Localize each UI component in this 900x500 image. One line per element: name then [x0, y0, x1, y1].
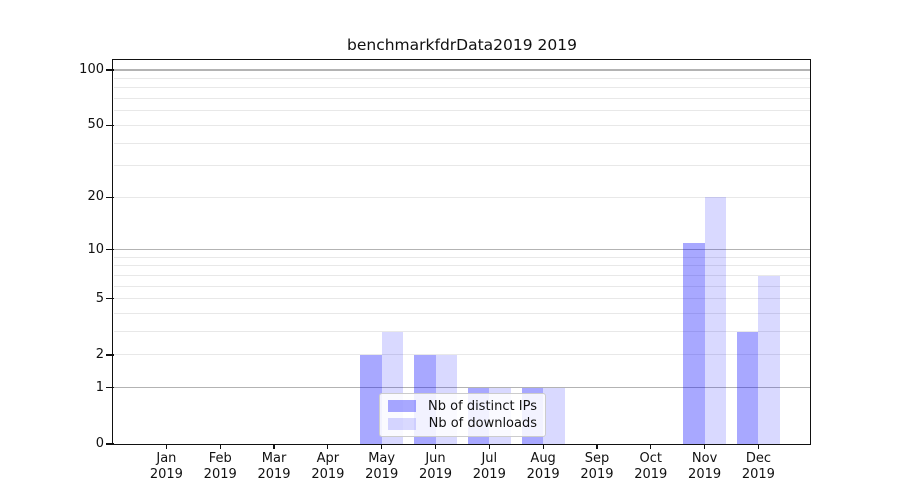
y-tickmark-20 — [106, 196, 114, 198]
x-tick-label-feb: Feb 2019 — [203, 451, 237, 482]
x-tickmark-mar — [273, 444, 275, 449]
gridline-minor-6 — [114, 285, 810, 287]
y-tickmark-50 — [106, 124, 114, 127]
x-tickmark-jul — [488, 444, 490, 449]
bar-dec-nb-of-distinct-ips — [736, 331, 759, 444]
y-tick-label-5: 5 — [95, 290, 104, 306]
y-tick-label-1: 1 — [95, 379, 104, 395]
x-tickmark-apr — [327, 444, 329, 449]
x-tick-label-mar: Mar 2019 — [257, 451, 291, 482]
gridline-major-1 — [114, 387, 810, 389]
gridline-minor-9 — [114, 256, 810, 258]
y-tick-label-2: 2 — [95, 346, 104, 362]
x-tick-label-oct: Oct 2019 — [634, 451, 668, 482]
gridline-minor-50 — [114, 124, 810, 126]
y-tickmark-100 — [106, 69, 114, 71]
legend-label-downloads: Nb of downloads — [428, 416, 537, 432]
x-tick-label-jun: Jun 2019 — [418, 451, 453, 482]
x-tick-label-apr: Apr 2019 — [311, 451, 345, 482]
y-tickmark-10 — [106, 249, 114, 251]
x-tickmark-feb — [219, 444, 221, 449]
y-tickmark-1 — [106, 387, 114, 389]
gridline-major-10 — [114, 249, 810, 251]
bar-nov-nb-of-downloads — [704, 197, 727, 444]
x-tickmark-dec — [757, 444, 759, 449]
legend-swatch-distinct-ips — [388, 400, 416, 413]
gridline-minor-20 — [114, 196, 810, 198]
x-tickmark-jun — [434, 444, 437, 449]
gridline-minor-90 — [114, 78, 810, 80]
legend: Nb of distinct IPs Nb of downloads — [379, 393, 546, 437]
gridline-minor-70 — [114, 98, 810, 100]
x-tick-label-may: May 2019 — [365, 451, 399, 482]
x-tickmark-sep — [596, 444, 598, 449]
legend-item-distinct-ips: Nb of distinct IPs — [388, 399, 537, 414]
legend-item-downloads: Nb of downloads — [388, 416, 537, 431]
x-tick-label-dec: Dec 2019 — [741, 451, 775, 482]
x-tickmark-oct — [650, 444, 652, 449]
y-tick-label-0: 0 — [95, 436, 104, 451]
gridline-minor-30 — [114, 165, 810, 167]
x-tickmark-may — [381, 444, 383, 449]
bar-aug-nb-of-downloads — [543, 387, 565, 444]
gridline-minor-2 — [114, 354, 810, 356]
y-tickmark-5 — [106, 298, 114, 300]
chart-title: benchmarkfdrData2019 2019 — [347, 36, 577, 54]
x-tick-label-sep: Sep 2019 — [580, 451, 614, 482]
bar-dec-nb-of-downloads — [758, 275, 780, 444]
legend-swatch-downloads — [388, 417, 416, 430]
y-tickmark-0 — [106, 443, 114, 445]
bar-nov-nb-of-distinct-ips — [683, 242, 705, 444]
gridline-minor-80 — [114, 87, 810, 89]
y-tick-label-100: 100 — [79, 62, 104, 78]
y-tickmark-2 — [106, 354, 114, 356]
gridline-minor-4 — [114, 313, 810, 315]
gridline-major-100 — [114, 69, 810, 71]
x-tickmark-jan — [165, 444, 167, 449]
x-tick-label-jan: Jan 2019 — [149, 451, 183, 482]
gridline-minor-5 — [114, 298, 810, 300]
x-tickmark-nov — [704, 444, 706, 449]
gridline-minor-3 — [114, 331, 810, 333]
y-tick-label-20: 20 — [87, 189, 104, 205]
y-tick-label-50: 50 — [87, 117, 104, 133]
gridline-minor-8 — [114, 265, 810, 267]
legend-label-distinct-ips: Nb of distinct IPs — [428, 398, 537, 414]
x-tick-label-jul: Jul 2019 — [472, 451, 506, 482]
gridline-minor-40 — [114, 142, 810, 144]
gridline-minor-7 — [114, 275, 810, 277]
x-tick-label-nov: Nov 2019 — [688, 451, 722, 482]
y-tick-label-10: 10 — [87, 241, 104, 257]
bar-may-nb-of-distinct-ips — [360, 354, 382, 444]
x-tickmark-aug — [542, 444, 544, 449]
x-tick-label-aug: Aug 2019 — [526, 451, 560, 482]
gridline-minor-60 — [114, 110, 810, 112]
